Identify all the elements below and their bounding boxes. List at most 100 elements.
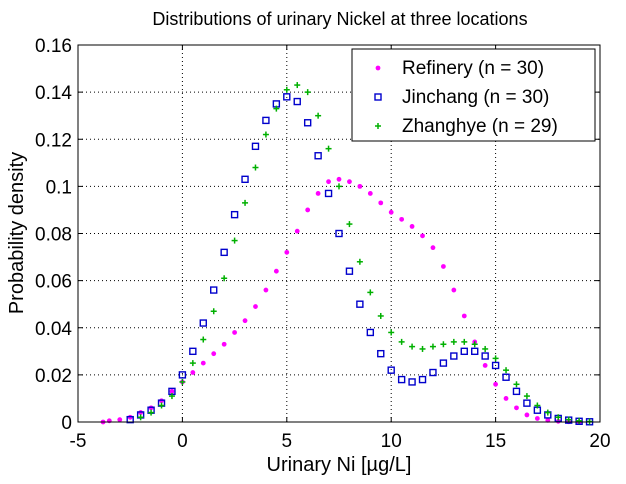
data-point-jinchang <box>293 97 301 106</box>
data-point-jinchang <box>126 415 134 424</box>
data-point-refinery <box>117 417 123 423</box>
data-point-zhanghye <box>210 308 217 315</box>
x-tick-label: 15 <box>485 431 506 452</box>
data-point-refinery <box>169 388 175 394</box>
data-point-refinery <box>357 183 363 189</box>
data-point-jinchang <box>523 399 531 407</box>
legend: Refinery (n = 30) Jinchang (n = 30) Zhan… <box>351 48 596 142</box>
data-point-zhanghye <box>158 402 165 409</box>
data-point-refinery <box>399 216 405 222</box>
data-point-jinchang <box>450 352 458 360</box>
data-point-jinchang <box>178 371 187 379</box>
data-point-zhanghye <box>534 402 541 409</box>
data-point-zhanghye <box>189 360 196 367</box>
x-tick-label: 20 <box>589 431 610 452</box>
data-point-zhanghye <box>252 164 259 171</box>
data-point-jinchang <box>429 368 437 377</box>
data-point-refinery <box>273 268 279 274</box>
data-point-jinchang <box>251 142 260 151</box>
data-point-refinery <box>430 245 436 251</box>
data-point-zhanghye <box>294 82 301 89</box>
data-point-refinery <box>305 207 311 213</box>
data-point-refinery <box>451 287 457 293</box>
data-point-jinchang <box>345 267 354 275</box>
x-tick-label: 5 <box>282 431 293 452</box>
data-point-refinery <box>524 412 530 418</box>
chart-title: Distributions of urinary Nickel at three… <box>152 9 527 29</box>
data-point-refinery <box>503 396 509 401</box>
data-point-zhanghye <box>388 329 395 336</box>
data-point-zhanghye <box>346 221 353 228</box>
data-point-zhanghye <box>450 338 457 345</box>
data-point-jinchang <box>303 119 312 127</box>
data-point-zhanghye <box>315 112 322 119</box>
x-tick-label: 0 <box>177 431 188 452</box>
y-tick-label: 0.1 <box>46 177 72 198</box>
data-point-jinchang <box>335 229 343 238</box>
legend-marker-refinery <box>375 65 381 71</box>
data-point-zhanghye <box>523 393 530 400</box>
y-tick-label: 0.06 <box>35 272 72 293</box>
data-point-zhanghye <box>429 343 436 350</box>
data-point-zhanghye <box>377 312 384 319</box>
series-zhanghye <box>137 82 593 425</box>
data-point-zhanghye <box>461 338 468 345</box>
x-tick-label: -5 <box>70 431 87 452</box>
data-point-zhanghye <box>148 409 155 416</box>
data-point-jinchang <box>220 248 228 257</box>
data-point-refinery <box>315 191 321 196</box>
data-point-refinery <box>211 351 217 357</box>
data-point-jinchang <box>324 189 333 198</box>
data-point-zhanghye <box>325 145 332 152</box>
data-point-zhanghye <box>555 414 562 421</box>
data-point-refinery <box>200 360 206 366</box>
data-point-refinery <box>482 363 488 368</box>
y-axis-title: Probability density <box>6 152 28 314</box>
data-point-jinchang <box>512 387 521 396</box>
data-point-jinchang <box>314 152 322 160</box>
data-point-zhanghye <box>471 341 478 348</box>
data-point-refinery <box>242 318 248 324</box>
data-point-jinchang <box>418 375 427 384</box>
data-point-refinery <box>347 179 352 185</box>
data-point-jinchang <box>408 378 416 386</box>
data-point-zhanghye <box>544 409 551 416</box>
data-point-zhanghye <box>513 381 520 388</box>
legend-label-zhanghye: Zhanghye (n = 29) <box>402 116 558 137</box>
data-point-zhanghye <box>283 86 290 93</box>
data-point-zhanghye <box>398 338 405 345</box>
y-tick-label: 0.02 <box>35 366 72 387</box>
data-point-jinchang <box>397 375 406 384</box>
data-point-zhanghye <box>221 275 228 282</box>
data-point-refinery <box>106 418 112 424</box>
data-point-zhanghye <box>492 355 499 362</box>
data-point-refinery <box>336 176 342 182</box>
data-point-refinery <box>326 179 331 185</box>
data-point-jinchang <box>189 347 197 356</box>
y-tick-label: 0.12 <box>35 130 72 151</box>
data-point-zhanghye <box>367 289 374 296</box>
data-point-jinchang <box>241 175 249 184</box>
data-point-zhanghye <box>137 414 144 421</box>
data-point-zhanghye <box>576 417 583 424</box>
data-point-zhanghye <box>482 345 489 352</box>
data-point-refinery <box>441 264 446 269</box>
data-point-zhanghye <box>168 393 175 400</box>
data-point-refinery <box>284 249 290 255</box>
data-point-zhanghye <box>262 131 269 138</box>
data-point-jinchang <box>502 373 510 381</box>
data-point-refinery <box>294 228 300 234</box>
ticks: -5 0 5 10 15 2000.020.040.060.080.10.120.140.… <box>35 36 611 452</box>
y-tick-label: 0.16 <box>35 36 72 57</box>
data-point-refinery <box>232 330 238 335</box>
data-point-zhanghye <box>503 367 510 374</box>
data-point-refinery <box>493 381 498 387</box>
data-point-jinchang <box>377 349 385 358</box>
legend-markers <box>374 65 382 129</box>
x-axis-title: Urinary Ni [µg/L] <box>267 454 412 476</box>
data-point-jinchang <box>262 116 270 125</box>
data-point-refinery <box>378 200 384 206</box>
data-point-refinery <box>367 191 373 196</box>
data-point-zhanghye <box>356 258 363 265</box>
